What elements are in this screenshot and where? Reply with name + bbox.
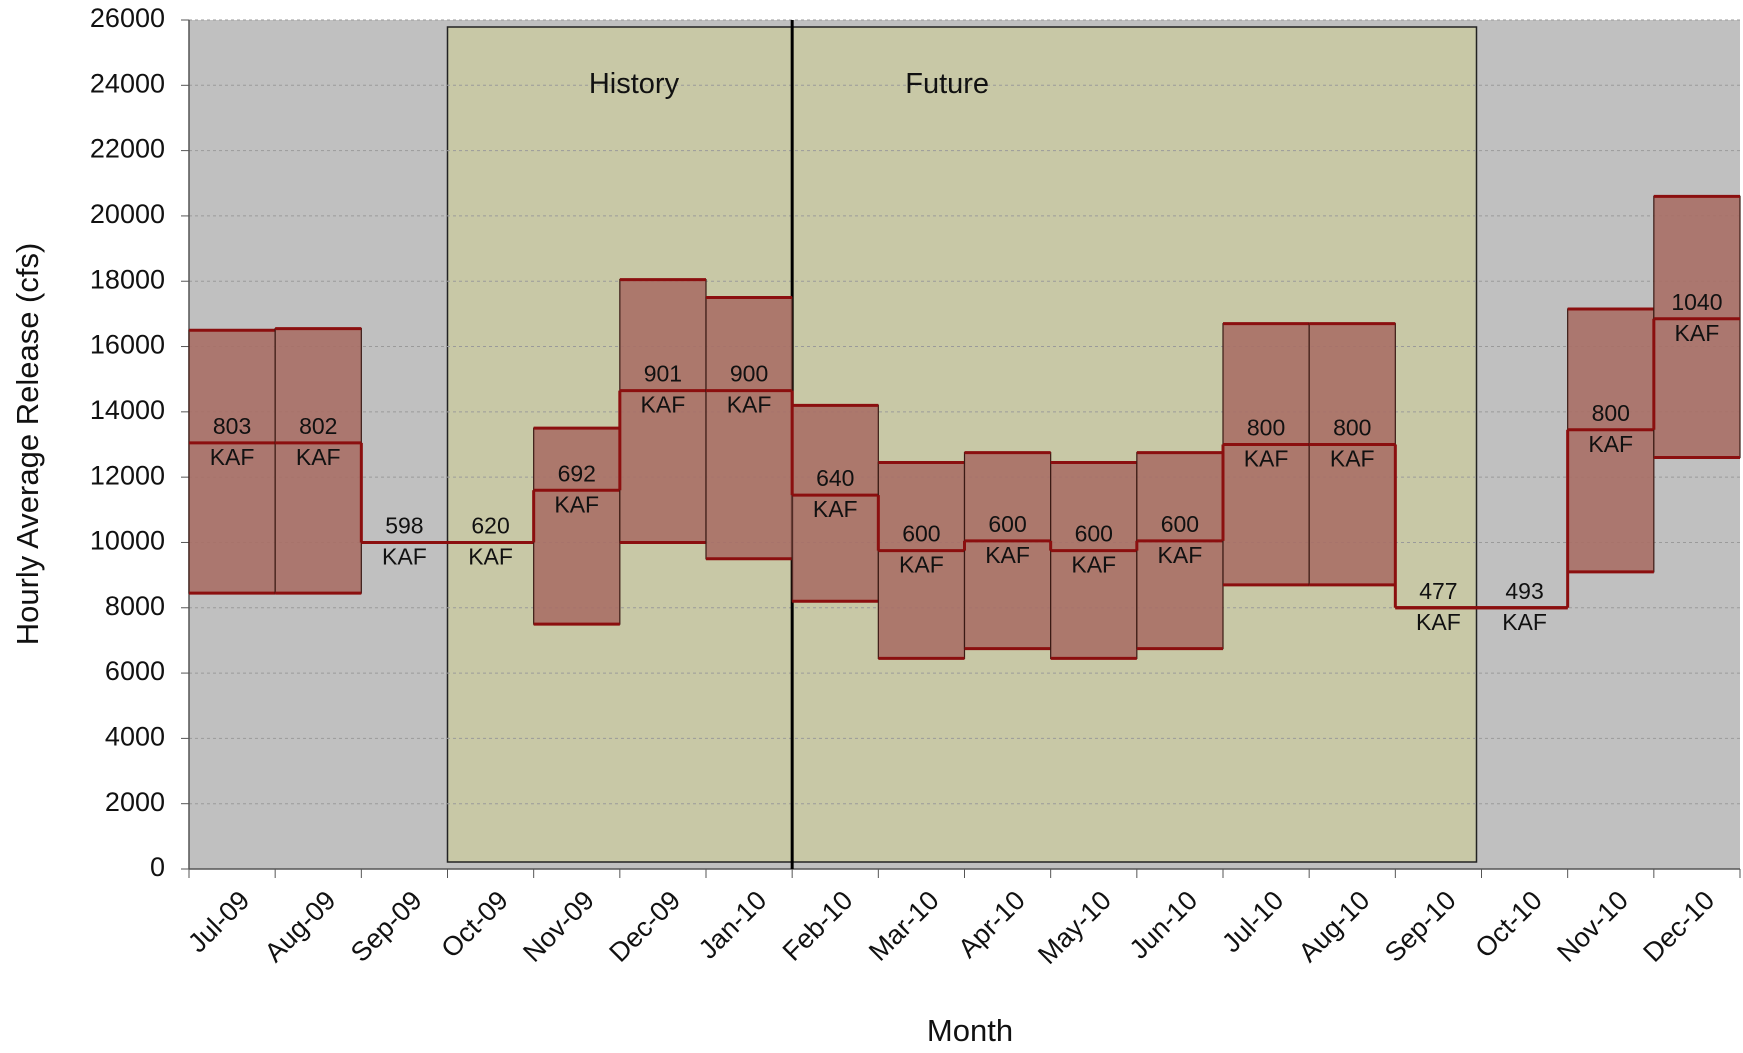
volume-label: 802 bbox=[299, 413, 337, 439]
volume-label: 692 bbox=[558, 460, 596, 486]
volume-label: 800 bbox=[1333, 415, 1371, 441]
y-tick-label: 22000 bbox=[90, 134, 165, 164]
volume-label: 900 bbox=[730, 361, 768, 387]
volume-label: 600 bbox=[1161, 511, 1199, 537]
y-tick-label: 8000 bbox=[105, 591, 165, 621]
y-tick-label: 0 bbox=[150, 852, 165, 882]
y-tick-label: 18000 bbox=[90, 264, 165, 294]
x-tick-label: Oct-09 bbox=[435, 885, 514, 964]
x-tick-label: Sep-10 bbox=[1379, 885, 1462, 968]
volume-unit: KAF bbox=[296, 444, 341, 470]
volume-unit: KAF bbox=[1330, 446, 1375, 472]
volume-unit: KAF bbox=[1158, 542, 1203, 568]
volume-unit: KAF bbox=[985, 542, 1030, 568]
x-tick-label: Nov-09 bbox=[517, 885, 600, 968]
x-tick-label: Aug-09 bbox=[259, 885, 342, 968]
volume-unit: KAF bbox=[1244, 446, 1289, 472]
x-tick-label: Dec-09 bbox=[603, 885, 686, 968]
x-tick-label: Apr-10 bbox=[952, 885, 1031, 964]
volume-unit: KAF bbox=[1416, 609, 1461, 635]
volume-unit: KAF bbox=[1071, 552, 1116, 578]
y-tick-label: 4000 bbox=[105, 722, 165, 752]
range-bar bbox=[619, 278, 707, 544]
annotation: History bbox=[589, 68, 680, 100]
y-tick-label: 2000 bbox=[105, 787, 165, 817]
range-bar bbox=[963, 452, 1052, 650]
volume-label: 1040 bbox=[1671, 289, 1722, 315]
x-tick-label: Jun-10 bbox=[1124, 885, 1204, 965]
x-tick-label: Mar-10 bbox=[863, 885, 945, 967]
volume-label: 600 bbox=[1075, 521, 1113, 547]
range-bar bbox=[705, 296, 793, 560]
volume-label: 901 bbox=[644, 361, 682, 387]
volume-label: 600 bbox=[988, 511, 1026, 537]
x-tick-label: Aug-10 bbox=[1293, 885, 1376, 968]
y-tick-label: 14000 bbox=[90, 395, 165, 425]
range-bar bbox=[1222, 323, 1310, 586]
x-tick-label: Jan-10 bbox=[693, 885, 773, 965]
y-tick-label: 24000 bbox=[90, 68, 165, 98]
volume-unit: KAF bbox=[554, 491, 599, 517]
y-axis-label: Hourly Average Release (cfs) bbox=[10, 243, 45, 646]
volume-unit: KAF bbox=[641, 392, 686, 418]
volume-unit: KAF bbox=[727, 392, 772, 418]
volume-label: 640 bbox=[816, 465, 854, 491]
range-bar bbox=[1567, 308, 1655, 573]
range-bar bbox=[188, 329, 276, 594]
y-tick-label: 12000 bbox=[90, 460, 165, 490]
x-tick-label: Oct-10 bbox=[1469, 885, 1548, 964]
x-tick-label: Feb-10 bbox=[777, 885, 859, 967]
x-tick-label: Jul-09 bbox=[182, 885, 255, 958]
volume-unit: KAF bbox=[1675, 320, 1720, 346]
x-tick-label: Dec-10 bbox=[1637, 885, 1720, 968]
y-tick-label: 16000 bbox=[90, 330, 165, 360]
volume-label: 620 bbox=[471, 513, 509, 539]
y-tick-label: 20000 bbox=[90, 199, 165, 229]
x-axis-label: Month bbox=[927, 1013, 1013, 1048]
volume-label: 800 bbox=[1247, 415, 1285, 441]
volume-label: 598 bbox=[385, 513, 423, 539]
volume-label: 800 bbox=[1592, 400, 1630, 426]
x-tick-label: Jul-10 bbox=[1216, 885, 1289, 958]
x-tick-label: Sep-09 bbox=[345, 885, 428, 968]
volume-unit: KAF bbox=[468, 544, 513, 570]
volume-label: 493 bbox=[1505, 578, 1543, 604]
y-tick-label: 26000 bbox=[90, 3, 165, 33]
volume-unit: KAF bbox=[899, 552, 944, 578]
y-tick-label: 6000 bbox=[105, 656, 165, 686]
volume-label: 477 bbox=[1419, 578, 1457, 604]
volume-label: 803 bbox=[213, 413, 251, 439]
range-bar bbox=[791, 404, 879, 602]
range-bar bbox=[533, 427, 621, 625]
volume-unit: KAF bbox=[382, 544, 427, 570]
y-tick-label: 10000 bbox=[90, 526, 165, 556]
volume-unit: KAF bbox=[1502, 609, 1547, 635]
x-tick-label: May-10 bbox=[1032, 885, 1117, 970]
volume-unit: KAF bbox=[813, 496, 858, 522]
x-tick-label: Nov-10 bbox=[1551, 885, 1634, 968]
annotation: Future bbox=[905, 68, 989, 100]
volume-unit: KAF bbox=[1588, 431, 1633, 457]
range-bar bbox=[877, 461, 966, 659]
volume-label: 600 bbox=[902, 521, 940, 547]
volume-unit: KAF bbox=[210, 444, 255, 470]
